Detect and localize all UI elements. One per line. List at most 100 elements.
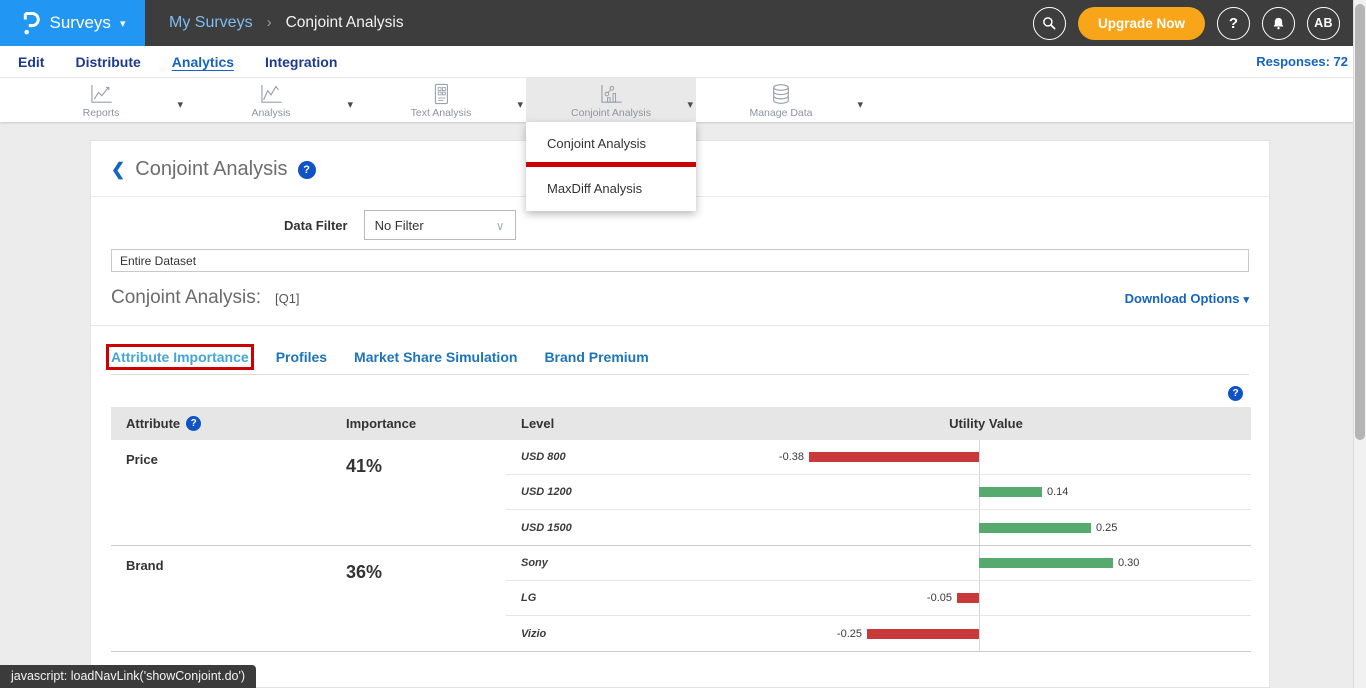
avatar[interactable]: AB: [1307, 6, 1340, 40]
utility-bar-area: 0.30: [721, 546, 1251, 580]
attribute-group-row: Price 41% USD 800 -0.38 USD 1200 0.14 USD 1500…: [111, 440, 1251, 546]
utility-value-label: -0.05: [926, 592, 952, 604]
responses-count: Responses: 72: [1256, 54, 1348, 69]
utility-bar: [979, 522, 1091, 533]
tab-profiles[interactable]: Profiles: [275, 349, 328, 365]
column-header-attribute: Attribute: [111, 416, 331, 431]
toolbar-item-label: Conjoint Analysis: [571, 106, 651, 119]
nav-item-edit[interactable]: Edit: [18, 53, 45, 70]
toolbar-item-analysis[interactable]: Analysis: [186, 78, 356, 122]
toolbar-item-label: Text Analysis: [410, 106, 472, 119]
utility-bar-area: 0.25: [721, 510, 1251, 545]
analytics-toolbar: Reports Analysis Text Analysis: [0, 78, 1366, 122]
menu-item-conjoint-analysis[interactable]: Conjoint Analysis: [547, 135, 646, 151]
utility-bar: [979, 558, 1113, 568]
level-label: USD 800: [521, 451, 566, 463]
importance-value: 41%: [346, 456, 383, 476]
divider: [91, 325, 1269, 326]
toolbar-item-manage-data[interactable]: Manage Data: [696, 78, 866, 122]
chevron-down-icon[interactable]: [517, 95, 523, 113]
data-filter-row: Data Filter No Filter: [284, 210, 1269, 240]
utility-value-label: -0.25: [836, 627, 862, 640]
utility-table-body: Price 41% USD 800 -0.38 USD 1200 0.14 USD 1500…: [111, 440, 1251, 652]
notifications-bell-icon[interactable]: [1262, 6, 1295, 40]
level-label: LG: [521, 592, 537, 604]
data-filter-label: Data Filter: [284, 217, 348, 233]
level-row: Sony 0.30: [506, 546, 1251, 581]
toolbar-item-reports[interactable]: Reports: [16, 78, 186, 122]
annotation-underline: [526, 162, 696, 167]
utility-bar-area: 0.14: [721, 475, 1251, 509]
attribute-help-icon[interactable]: [186, 416, 202, 431]
data-filter-select[interactable]: No Filter: [363, 210, 516, 240]
nav-item-analytics[interactable]: Analytics: [171, 53, 235, 70]
section-title: Conjoint Analysis:: [111, 287, 261, 308]
levels-chart: USD 800 -0.38 USD 1200 0.14 USD 1500 0.25: [506, 440, 1251, 545]
line-chart-icon: [257, 82, 285, 106]
document-grid-icon: [429, 82, 453, 106]
toolbar-item-conjoint-analysis[interactable]: Conjoint Analysis: [526, 78, 696, 122]
utility-bar-area: -0.25: [721, 616, 1251, 651]
app-logo-menu[interactable]: Surveys: [0, 0, 145, 46]
attribute-name: Price: [126, 452, 158, 467]
chevron-down-icon[interactable]: [687, 95, 693, 113]
section-question-code: [Q1]: [274, 291, 300, 306]
data-filter-value: No Filter: [374, 217, 424, 233]
questionpro-p-icon: [20, 10, 41, 36]
level-label: Sony: [521, 557, 548, 569]
vertical-scrollbar[interactable]: [1353, 0, 1366, 688]
chevron-down-icon[interactable]: [177, 95, 183, 113]
level-row: LG -0.05: [506, 581, 1251, 616]
product-name: Surveys: [49, 13, 111, 32]
section-header: Conjoint Analysis: [Q1] Download Options: [111, 287, 1249, 309]
link-status-bar: javascript: loadNavLink('showConjoint.do…: [0, 665, 257, 688]
level-row: Vizio -0.25: [506, 616, 1251, 651]
importance-value: 36%: [346, 562, 383, 582]
breadcrumb-separator-icon: [267, 14, 272, 32]
tab-brand-premium[interactable]: Brand Premium: [544, 349, 649, 365]
database-icon: [768, 82, 794, 106]
utility-bar-area: -0.38: [721, 440, 1251, 474]
download-options-link[interactable]: Download Options: [1125, 291, 1249, 306]
column-header-level: Level: [521, 416, 555, 431]
menu-item-maxdiff-analysis[interactable]: MaxDiff Analysis: [547, 180, 643, 196]
tab-market-share-simulation[interactable]: Market Share Simulation: [354, 349, 518, 365]
breadcrumb: My Surveys Conjoint Analysis: [169, 14, 404, 32]
header-actions: Upgrade Now AB: [1032, 6, 1366, 40]
breadcrumb-current: Conjoint Analysis: [285, 14, 404, 31]
toolbar-item-text-analysis[interactable]: Text Analysis: [356, 78, 526, 122]
breadcrumb-my-surveys[interactable]: My Surveys: [169, 14, 253, 31]
utility-value-label: 0.30: [1118, 557, 1140, 569]
help-icon[interactable]: [1217, 6, 1250, 40]
utility-bar: [809, 452, 979, 462]
search-icon[interactable]: [1032, 6, 1066, 40]
attribute-name: Brand: [126, 558, 164, 573]
nav-item-integration[interactable]: Integration: [265, 53, 338, 70]
page-help-icon[interactable]: [297, 160, 316, 179]
survey-nav: Edit Distribute Analytics Integration Re…: [0, 46, 1366, 78]
dataset-field[interactable]: Entire Dataset: [111, 249, 1249, 272]
nav-item-distribute[interactable]: Distribute: [75, 53, 141, 70]
table-header-row: Attribute Importance Level Utility Value: [111, 407, 1251, 440]
utility-value-label: 0.25: [1096, 521, 1118, 534]
attribute-importance-table: Attribute Importance Level Utility Value…: [111, 407, 1251, 652]
back-chevron-icon[interactable]: [111, 160, 125, 180]
chevron-down-icon: [120, 14, 126, 32]
level-row: USD 800 -0.38: [506, 440, 1251, 475]
conjoint-dropdown-menu: Conjoint Analysis MaxDiff Analysis: [526, 122, 696, 211]
chevron-down-icon[interactable]: [347, 95, 353, 113]
chevron-down-icon[interactable]: [857, 95, 863, 113]
level-label: USD 1200: [521, 486, 572, 498]
tab-attribute-importance[interactable]: Attribute Importance: [106, 344, 254, 370]
utility-value-label: 0.14: [1047, 486, 1069, 498]
utility-bar-area: -0.05: [721, 581, 1251, 615]
scrollbar-thumb[interactable]: [1355, 4, 1365, 440]
column-header-utility-value: Utility Value: [949, 416, 1023, 431]
line-chart-icon: [87, 82, 115, 106]
upgrade-now-button[interactable]: Upgrade Now: [1077, 6, 1205, 40]
utility-bar: [979, 487, 1042, 497]
chevron-down-icon: [496, 218, 505, 233]
table-help-icon[interactable]: [1228, 386, 1243, 401]
column-header-importance: Importance: [346, 416, 417, 431]
level-label: Vizio: [521, 627, 547, 640]
